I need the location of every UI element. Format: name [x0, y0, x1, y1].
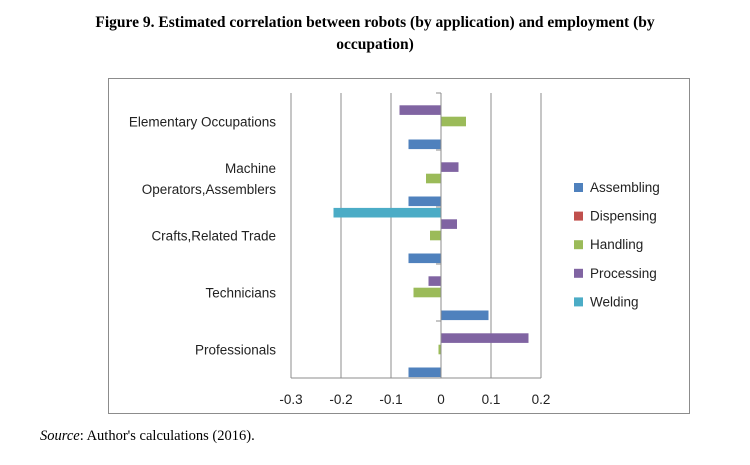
x-tick-label-3: 0: [437, 392, 445, 407]
chart-frame: [108, 78, 690, 414]
bar-handling-4: [438, 344, 441, 355]
category-label-1-1: Operators,Assemblers: [142, 182, 277, 197]
bar-processing-3: [428, 276, 441, 286]
bar-processing-2: [441, 219, 457, 229]
bar-assembling-0: [408, 139, 441, 150]
bar-handling-0: [441, 116, 466, 127]
category-label-2-0: Crafts,Related Trade: [151, 229, 276, 244]
category-label-0-0: Elementary Occupations: [129, 115, 276, 130]
bar-assembling-3: [441, 310, 489, 321]
bar-assembling-2: [408, 253, 441, 264]
legend-label-dispensing: Dispensing: [590, 209, 657, 224]
category-label-3-0: Technicians: [205, 286, 276, 301]
bar-handling-3: [413, 287, 441, 298]
bar-welding-2: [333, 207, 441, 218]
legend-label-assembling: Assembling: [590, 180, 660, 195]
category-label-1-0: Machine: [225, 161, 276, 176]
bar-processing-4: [441, 333, 529, 343]
source-note: Source: Author's calculations (2016).: [40, 428, 255, 445]
source-text: : Author's calculations (2016).: [79, 428, 255, 444]
legend-label-processing: Processing: [590, 266, 657, 281]
figure-title-line-2: occupation): [336, 36, 414, 53]
legend-swatch-dispensing: [574, 211, 583, 221]
bar-handling-2: [430, 230, 441, 241]
legend-swatch-assembling: [574, 183, 583, 192]
bar-processing-1: [441, 162, 459, 172]
figure-title: Figure 9. Estimated correlation between …: [40, 12, 710, 56]
bar-assembling-1: [408, 196, 441, 207]
bar-assembling-4: [408, 367, 441, 378]
x-tick-label-4: 0.1: [482, 392, 501, 407]
legend-label-welding: Welding: [590, 294, 639, 309]
legend-swatch-welding: [574, 297, 583, 307]
legend-label-handling: Handling: [590, 237, 643, 252]
legend-swatch-handling: [574, 240, 583, 250]
figure-title-line-1: Figure 9. Estimated correlation between …: [95, 14, 655, 31]
legend-swatch-processing: [574, 268, 583, 278]
x-tick-label-5: 0.2: [532, 392, 551, 407]
source-label: Source: [40, 428, 80, 444]
x-tick-label-1: -0.2: [329, 392, 352, 407]
bar-processing-0: [399, 105, 441, 115]
x-tick-label-2: -0.1: [379, 392, 402, 407]
x-tick-label-0: -0.3: [279, 392, 302, 407]
category-label-4-0: Professionals: [195, 343, 276, 358]
bar-handling-1: [426, 173, 441, 184]
